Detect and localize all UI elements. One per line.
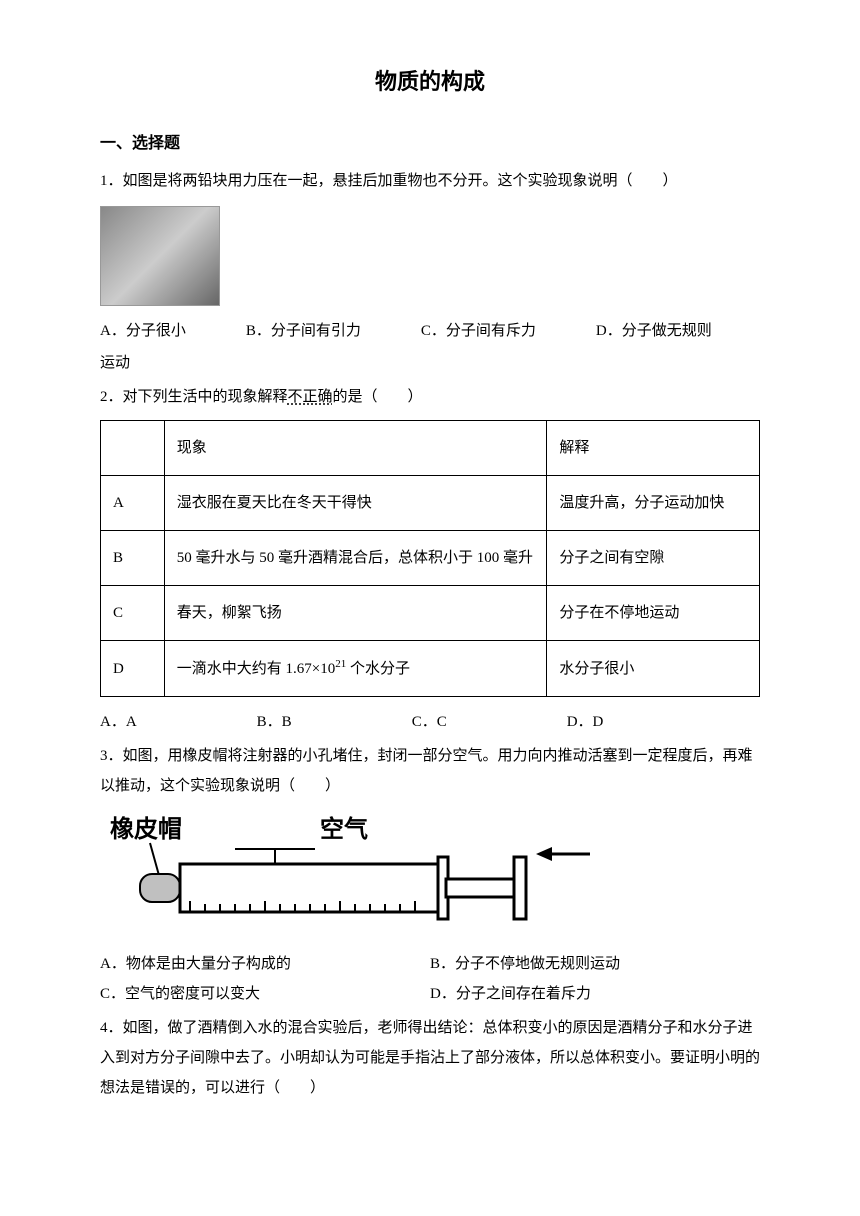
q1-figure xyxy=(100,206,220,306)
question-1: 1．如图是将两铅块用力压在一起，悬挂后加重物也不分开。这个实验现象说明（ ） A… xyxy=(100,166,760,378)
page-title: 物质的构成 xyxy=(100,60,760,104)
cell-label: B xyxy=(101,531,165,586)
table-row: B 50 毫升水与 50 毫升酒精混合后，总体积小于 100 毫升 分子之间有空… xyxy=(101,531,760,586)
cell-explanation: 分子在不停地运动 xyxy=(547,586,760,641)
q3-options: A．物体是由大量分子构成的 B．分子不停地做无规则运动 C．空气的密度可以变大 … xyxy=(100,949,760,1009)
question-2: 2．对下列生活中的现象解释不正确的是（ ） 现象 解释 A 湿衣服在夏天比在冬天… xyxy=(100,382,760,737)
cell-explanation: 水分子很小 xyxy=(547,641,760,697)
q2-text-underlined: 不正确 xyxy=(288,389,333,405)
label-air: 空气 xyxy=(320,815,368,843)
q1-options: A．分子很小 B．分子间有引力 C．分子间有斥力 D．分子做无规则 xyxy=(100,316,760,346)
q2-option-b: B．B xyxy=(257,707,292,737)
q2-table: 现象 解释 A 湿衣服在夏天比在冬天干得快 温度升高，分子运动加快 B 50 毫… xyxy=(100,420,760,697)
q2-text-post: 的是（ ） xyxy=(333,389,423,405)
q3-option-a: A．物体是由大量分子构成的 xyxy=(100,949,430,979)
th-label xyxy=(101,421,165,476)
section-header: 一、选择题 xyxy=(100,128,760,160)
q3-option-b: B．分子不停地做无规则运动 xyxy=(430,949,760,979)
q3-text: 3．如图，用橡皮帽将注射器的小孔堵住，封闭一部分空气。用力向内推动活塞到一定程度… xyxy=(100,741,760,801)
cell-label: D xyxy=(101,641,165,697)
cell-phenomenon-pre: 一滴水中大约有 1.67×10 xyxy=(177,661,335,677)
table-header-row: 现象 解释 xyxy=(101,421,760,476)
q2-options: A．A B．B C．C D．D xyxy=(100,707,760,737)
cell-phenomenon: 湿衣服在夏天比在冬天干得快 xyxy=(164,476,547,531)
cell-phenomenon: 一滴水中大约有 1.67×1021 个水分子 xyxy=(164,641,547,697)
q2-text-pre: 2．对下列生活中的现象解释 xyxy=(100,389,288,405)
cell-phenomenon: 50 毫升水与 50 毫升酒精混合后，总体积小于 100 毫升 xyxy=(164,531,547,586)
cell-label: C xyxy=(101,586,165,641)
q1-text: 1．如图是将两铅块用力压在一起，悬挂后加重物也不分开。这个实验现象说明（ ） xyxy=(100,166,760,196)
q2-text: 2．对下列生活中的现象解释不正确的是（ ） xyxy=(100,382,760,412)
cell-explanation: 温度升高，分子运动加快 xyxy=(547,476,760,531)
cell-phenomenon: 春天，柳絮飞扬 xyxy=(164,586,547,641)
cell-phenomenon-post: 个水分子 xyxy=(346,661,410,677)
th-phenomenon: 现象 xyxy=(164,421,547,476)
q1-option-b: B．分子间有引力 xyxy=(246,316,361,346)
cell-phenomenon-sup: 21 xyxy=(335,658,346,670)
q2-option-c: C．C xyxy=(412,707,447,737)
table-row: A 湿衣服在夏天比在冬天干得快 温度升高，分子运动加快 xyxy=(101,476,760,531)
q1-option-c: C．分子间有斥力 xyxy=(421,316,536,346)
q1-option-d: D．分子做无规则 xyxy=(596,316,712,346)
q3-figure: 橡皮帽 空气 xyxy=(100,809,760,939)
question-3: 3．如图，用橡皮帽将注射器的小孔堵住，封闭一部分空气。用力向内推动活塞到一定程度… xyxy=(100,741,760,1009)
label-rubber-cap: 橡皮帽 xyxy=(110,815,182,843)
q1-after-options: 运动 xyxy=(100,348,760,378)
th-explanation: 解释 xyxy=(547,421,760,476)
q3-option-d: D．分子之间存在着斥力 xyxy=(430,979,760,1009)
q3-option-c: C．空气的密度可以变大 xyxy=(100,979,430,1009)
q1-option-a: A．分子很小 xyxy=(100,316,186,346)
table-row: C 春天，柳絮飞扬 分子在不停地运动 xyxy=(101,586,760,641)
cell-label: A xyxy=(101,476,165,531)
table-row: D 一滴水中大约有 1.67×1021 个水分子 水分子很小 xyxy=(101,641,760,697)
cell-explanation: 分子之间有空隙 xyxy=(547,531,760,586)
q4-text: 4．如图，做了酒精倒入水的混合实验后，老师得出结论：总体积变小的原因是酒精分子和… xyxy=(100,1013,760,1103)
q2-option-a: A．A xyxy=(100,707,137,737)
question-4: 4．如图，做了酒精倒入水的混合实验后，老师得出结论：总体积变小的原因是酒精分子和… xyxy=(100,1013,760,1103)
q2-option-d: D．D xyxy=(567,707,604,737)
